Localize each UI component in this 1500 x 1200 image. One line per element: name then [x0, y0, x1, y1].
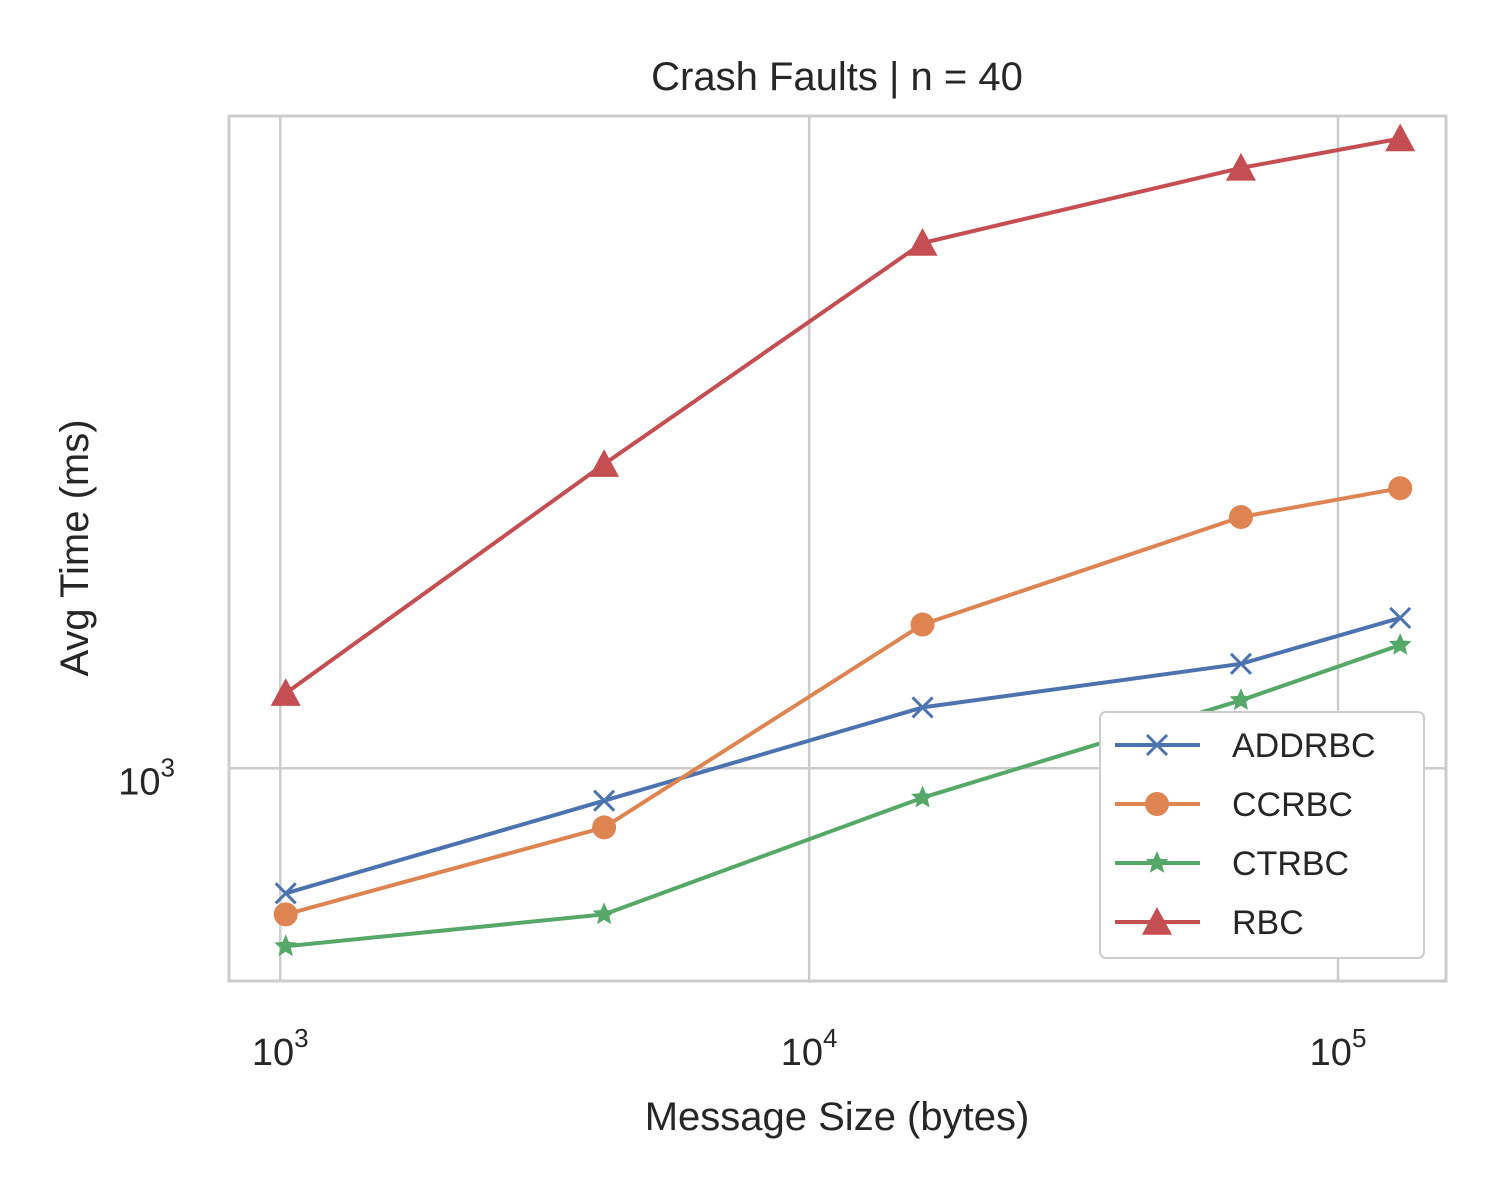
legend-marker [1145, 733, 1169, 757]
x-tick-exponent: 4 [823, 1023, 837, 1053]
x-tick-base: 10 [781, 1032, 823, 1074]
x-tick-label: 105 [1310, 1023, 1367, 1074]
x-marker-stroke [1229, 652, 1253, 675]
x-axis-label: Message Size (bytes) [645, 1095, 1030, 1139]
data-point [1229, 652, 1253, 675]
x-marker-stroke [1145, 733, 1169, 757]
x-tick-label: 104 [781, 1023, 838, 1074]
data-point [1389, 606, 1412, 629]
legend: ADDRBC CCRBC CTRBC RBC [1099, 711, 1425, 959]
data-point [1228, 505, 1253, 530]
legend-label: CCRBC [1232, 786, 1353, 824]
data-point [274, 882, 297, 905]
data-point [589, 449, 620, 477]
data-point [270, 678, 301, 706]
data-point [273, 902, 298, 927]
y-axis-label: Avg Time (ms) [53, 419, 97, 676]
x-tick-exponent: 5 [1352, 1023, 1366, 1053]
x-marker-stroke [593, 789, 616, 812]
legend-item-ctrbc: CTRBC [1115, 845, 1349, 883]
data-point [1225, 152, 1256, 181]
series-ccrbc [273, 476, 1413, 927]
data-point [592, 815, 617, 840]
x-tick-label: 103 [252, 1023, 309, 1074]
legend-label: RBC [1232, 904, 1304, 942]
legend-label: ADDRBC [1232, 727, 1376, 765]
legend-label: CTRBC [1232, 845, 1349, 883]
legend-item-ccrbc: CCRBC [1115, 786, 1353, 824]
series-ctrbc [274, 633, 1412, 957]
series-layer [270, 123, 1416, 957]
legend-item-addrbc: ADDRBC [1115, 727, 1376, 765]
legend-items: ADDRBC CCRBC CTRBC RBC [1115, 727, 1376, 942]
y-tick-exponent: 3 [161, 752, 175, 782]
legend-item-rbc: RBC [1115, 904, 1304, 942]
data-point [1388, 476, 1413, 501]
series-rbc [270, 123, 1416, 706]
x-tick-base: 10 [1310, 1032, 1352, 1074]
data-point [1388, 633, 1412, 655]
y-tick-label: 103 [118, 752, 175, 803]
x-marker-stroke [1389, 606, 1412, 629]
legend-marker [1145, 792, 1169, 816]
chart-title: Crash Faults | n = 40 [651, 55, 1023, 99]
x-marker-stroke [274, 882, 297, 905]
data-point [1385, 123, 1416, 152]
x-tick-base: 10 [252, 1032, 294, 1074]
x-tick-exponent: 3 [294, 1023, 308, 1053]
data-point [910, 612, 935, 637]
data-point [911, 785, 934, 808]
y-tick-base: 10 [118, 761, 160, 803]
plot-frame [227, 114, 1448, 983]
data-point [592, 902, 616, 925]
legend-box [1099, 711, 1425, 959]
data-point [1229, 688, 1253, 710]
legend-marker [1142, 907, 1172, 935]
data-point [911, 696, 934, 719]
data-point [274, 934, 298, 957]
data-point [593, 789, 616, 812]
data-point [907, 228, 938, 256]
series-addrbc [274, 606, 1412, 905]
x-marker-stroke [911, 696, 934, 719]
legend-marker [1145, 851, 1169, 873]
